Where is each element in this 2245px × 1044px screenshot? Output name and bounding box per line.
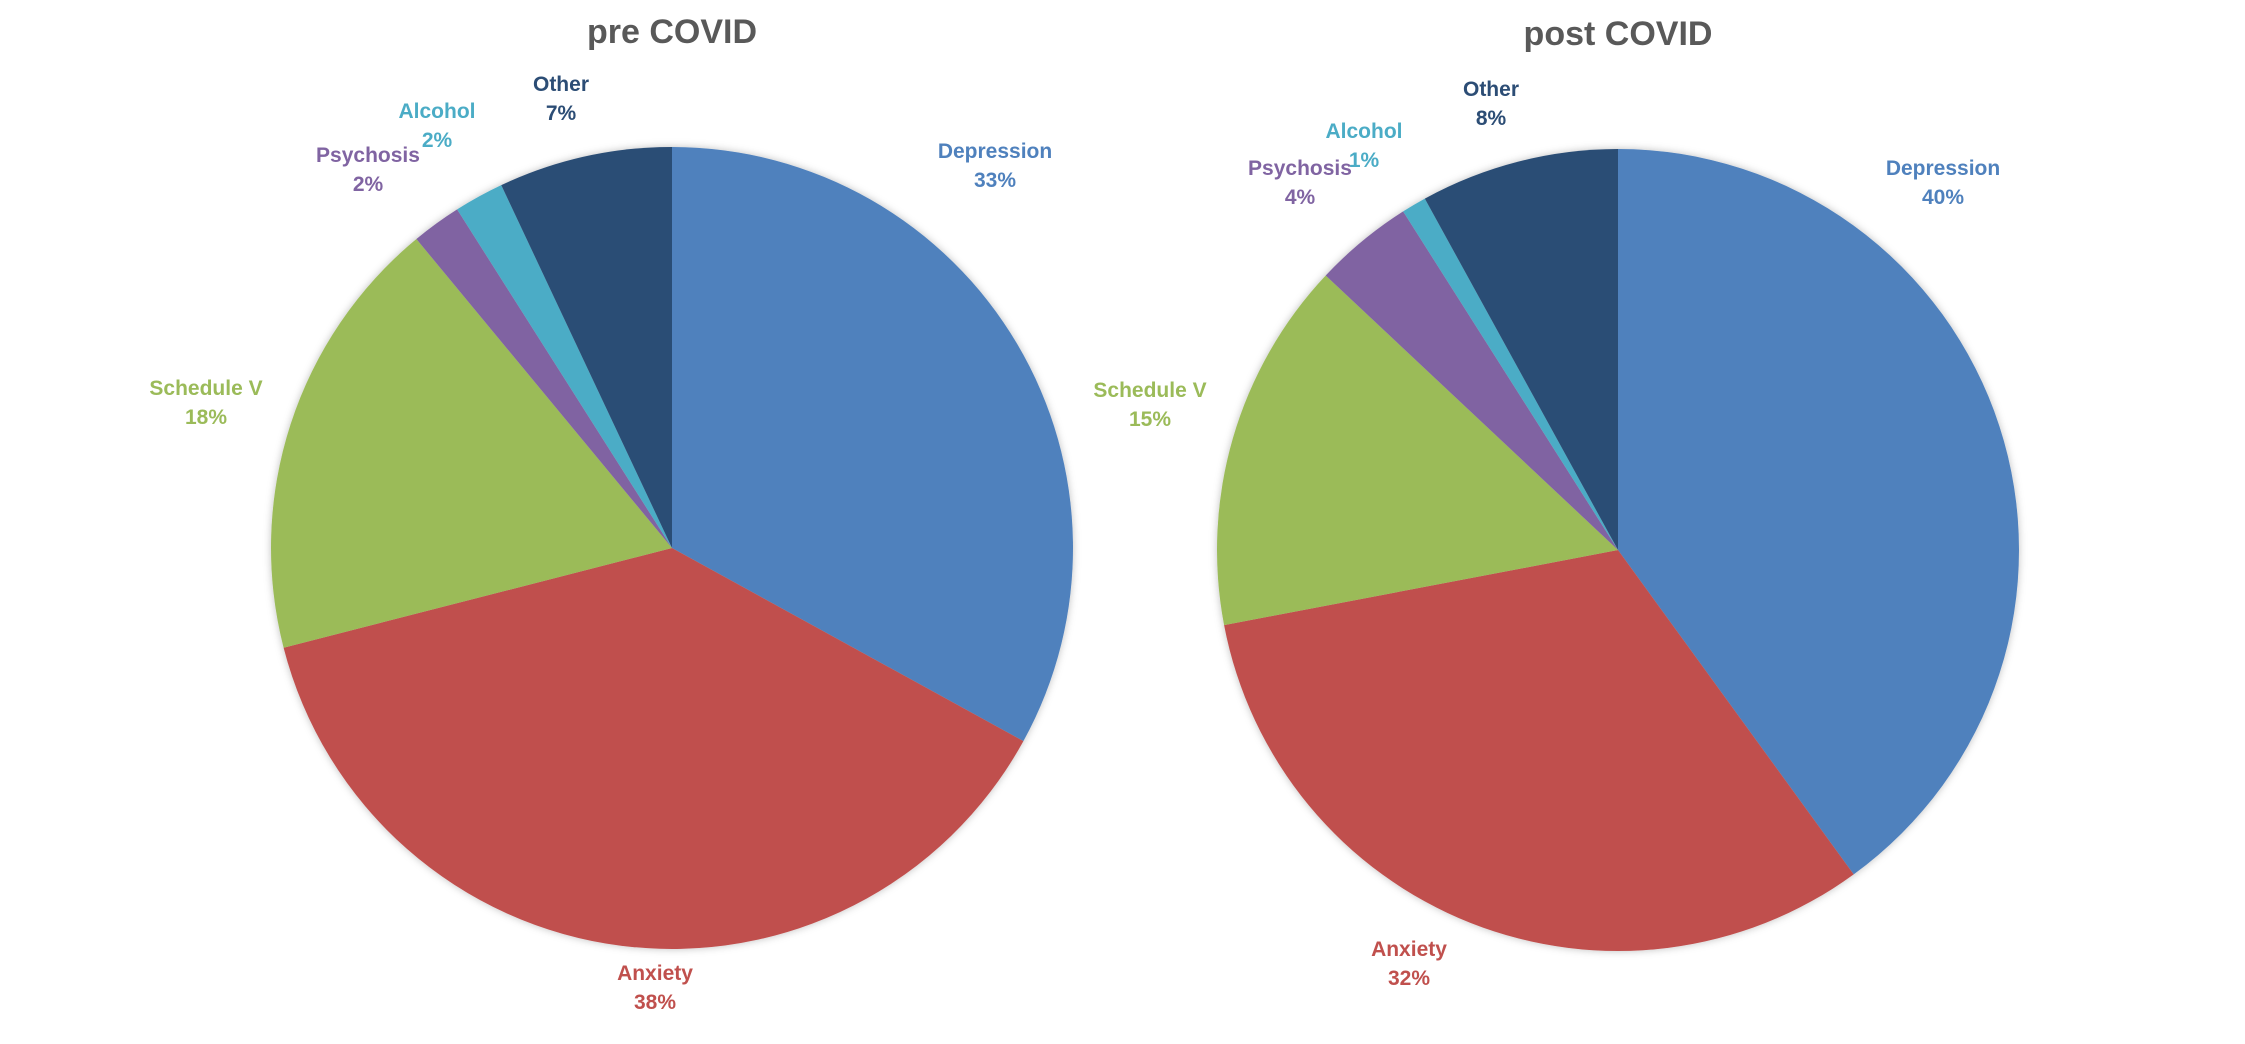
- data-label-depression: Depression 33%: [938, 140, 1052, 192]
- pie-slice-psychosis: [416, 209, 672, 549]
- pie-slice-psychosis: [1325, 211, 1618, 551]
- pie-slice-anxiety: [1224, 550, 1854, 952]
- data-label-anxiety: Anxiety 38%: [617, 962, 693, 1014]
- data-label-name: Alcohol: [1326, 120, 1403, 143]
- chart-title-pre-covid: pre COVID: [587, 13, 757, 51]
- data-label-value: 15%: [1129, 408, 1171, 431]
- data-label-anxiety: Anxiety 32%: [1371, 938, 1447, 990]
- pie-labels-pre-covid: Depression 33% Anxiety 38% Schedule V 18% Psyc…: [149, 73, 1052, 1014]
- data-label-name: Anxiety: [1371, 938, 1447, 961]
- data-label-depression: Depression 40%: [1886, 157, 2000, 209]
- data-label-name: Other: [1463, 78, 1519, 101]
- pie-slice-depression: [672, 147, 1073, 742]
- data-label-value: 38%: [634, 991, 676, 1014]
- pie-slice-other: [501, 147, 672, 548]
- pie-slice-alcohol: [457, 185, 672, 548]
- pie-slice-schedule-v: [1216, 275, 1618, 626]
- data-label-alcohol: Alcohol 1%: [1326, 120, 1403, 172]
- data-label-name: Anxiety: [617, 962, 693, 985]
- pie-slice-schedule-v: [271, 239, 672, 648]
- pie-slice-other: [1424, 149, 1618, 550]
- data-label-alcohol: Alcohol 2%: [399, 100, 476, 152]
- data-label-name: Psychosis: [316, 144, 420, 167]
- data-label-name: Depression: [938, 140, 1052, 163]
- data-label-schedule-v: Schedule V 15%: [1093, 379, 1206, 431]
- data-label-value: 8%: [1476, 107, 1507, 130]
- data-label-schedule-v: Schedule V 18%: [149, 377, 262, 429]
- data-label-value: 33%: [974, 169, 1016, 192]
- chart-title-post-covid: post COVID: [1524, 15, 1713, 53]
- pie-slice-depression: [1618, 149, 2020, 875]
- data-label-value: 4%: [1285, 186, 1316, 209]
- data-label-value: 40%: [1922, 186, 1964, 209]
- data-label-value: 2%: [353, 173, 384, 196]
- data-label-name: Other: [533, 73, 589, 96]
- pie-slice-anxiety: [283, 548, 1024, 949]
- data-label-psychosis: Psychosis 2%: [316, 144, 420, 196]
- pie-slice-alcohol: [1403, 198, 1618, 550]
- data-label-name: Psychosis: [1248, 157, 1352, 180]
- data-label-other: Other 8%: [1463, 78, 1519, 130]
- pie-slices-post-covid: [1216, 149, 2020, 952]
- pie-labels-post-covid: Depression 40% Anxiety 32% Schedule V 15% Psyc…: [1093, 78, 2000, 990]
- data-label-value: 1%: [1349, 149, 1380, 172]
- data-label-value: 7%: [546, 102, 577, 125]
- data-label-value: 32%: [1388, 967, 1430, 990]
- data-label-name: Alcohol: [399, 100, 476, 123]
- pie-chart-post-covid: post COVID Depression 40% Anxiety 32% Schedu…: [1093, 15, 2020, 990]
- data-label-name: Schedule V: [149, 377, 262, 400]
- data-label-name: Depression: [1886, 157, 2000, 180]
- pie-slices-pre-covid: [271, 147, 1073, 949]
- data-label-value: 18%: [185, 406, 227, 429]
- data-label-other: Other 7%: [533, 73, 589, 125]
- data-label-psychosis: Psychosis 4%: [1248, 157, 1352, 209]
- pie-chart-pre-covid: pre COVID Depression 33% Anxiety 38% Schedul…: [149, 13, 1073, 1014]
- data-label-name: Schedule V: [1093, 379, 1206, 402]
- data-label-value: 2%: [422, 129, 453, 152]
